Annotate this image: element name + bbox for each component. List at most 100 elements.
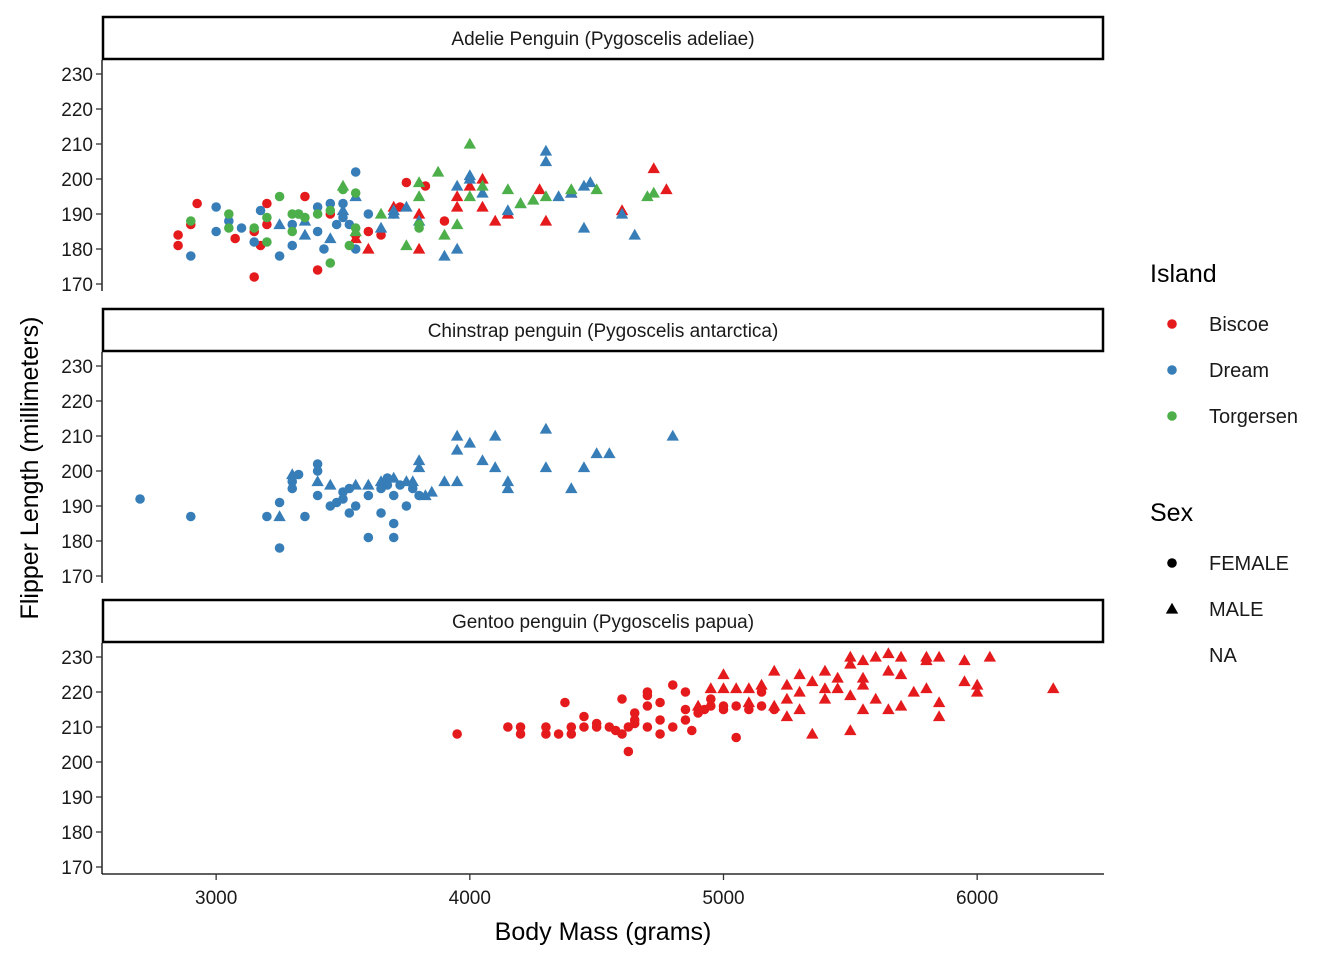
point-biscoe-male bbox=[1047, 682, 1060, 694]
point-dream-male bbox=[476, 454, 489, 466]
point-dream-female bbox=[319, 244, 329, 254]
point-biscoe-female bbox=[439, 216, 450, 226]
point-torgersen-male bbox=[476, 179, 489, 191]
point-biscoe-male bbox=[844, 689, 857, 701]
point-dream-male bbox=[425, 485, 438, 497]
point-torgersen-male bbox=[463, 137, 477, 149]
point-biscoe-female bbox=[706, 694, 716, 704]
y-tick-label: 210 bbox=[61, 135, 93, 156]
point-dream-female bbox=[274, 497, 285, 508]
point-dream-female bbox=[363, 490, 374, 501]
facet-strip-label: Chinstrap penguin (Pygoscelis antarctica… bbox=[428, 321, 779, 342]
point-dream-male bbox=[438, 249, 451, 261]
point-biscoe-female bbox=[541, 722, 551, 732]
point-biscoe-female bbox=[262, 219, 272, 230]
point-biscoe-male bbox=[806, 727, 819, 739]
panels-layer: Adelie Penguin (Pygoscelis adeliae) 170 18… bbox=[61, 15, 1105, 879]
point-dream-female bbox=[376, 508, 386, 518]
point-biscoe-male bbox=[476, 172, 489, 184]
y-tick-label: 210 bbox=[61, 718, 93, 739]
point-torgersen-male bbox=[412, 190, 426, 202]
point-dream-male bbox=[374, 221, 388, 233]
y-tick-label: 180 bbox=[61, 823, 93, 844]
point-torgersen-male bbox=[527, 193, 540, 205]
point-biscoe-male bbox=[450, 200, 464, 212]
point-dream-female bbox=[224, 216, 234, 226]
point-dream-male bbox=[298, 228, 312, 240]
point-torgersen-male bbox=[431, 165, 445, 177]
y-tick-label: 200 bbox=[61, 462, 93, 483]
point-biscoe-male bbox=[844, 657, 857, 669]
point-biscoe-male bbox=[793, 668, 806, 680]
legend-label-female: FEMALE bbox=[1209, 553, 1289, 575]
y-tick-label: 180 bbox=[61, 532, 93, 553]
point-biscoe-female bbox=[731, 732, 741, 743]
point-dream-male bbox=[463, 172, 477, 184]
legend-key-biscoe bbox=[1167, 319, 1177, 329]
point-dream-male bbox=[501, 204, 515, 216]
point-biscoe-female bbox=[655, 715, 665, 725]
point-torgersen-female bbox=[350, 188, 361, 198]
point-dream-male bbox=[336, 204, 350, 216]
point-dream-female bbox=[312, 466, 323, 476]
x-tick-label: 6000 bbox=[956, 888, 998, 909]
point-biscoe-male bbox=[869, 650, 882, 662]
point-biscoe-male bbox=[894, 699, 908, 711]
point-biscoe-male bbox=[704, 682, 718, 694]
point-biscoe-male bbox=[983, 650, 997, 662]
y-axis-title: Flipper Length (millimeters) bbox=[16, 317, 44, 620]
point-dream-female bbox=[312, 459, 323, 469]
point-biscoe-female bbox=[249, 272, 260, 282]
point-dream-male bbox=[539, 155, 553, 167]
point-torgersen-female bbox=[224, 209, 234, 219]
point-biscoe-male bbox=[768, 699, 781, 711]
point-torgersen-male bbox=[438, 228, 451, 240]
point-biscoe-male bbox=[856, 678, 870, 690]
legend-label-dream: Dream bbox=[1209, 360, 1269, 382]
point-dream-male bbox=[501, 482, 515, 494]
point-biscoe-male bbox=[780, 678, 794, 690]
point-torgersen-male bbox=[450, 218, 464, 230]
point-dream-female bbox=[350, 501, 361, 511]
point-biscoe-male bbox=[412, 242, 426, 254]
point-biscoe-male bbox=[488, 214, 502, 226]
point-dream-male bbox=[419, 489, 432, 501]
point-dream-female bbox=[236, 223, 247, 233]
point-torgersen-female bbox=[414, 219, 424, 230]
point-biscoe-female bbox=[452, 729, 462, 739]
point-dream-male bbox=[501, 475, 515, 487]
point-torgersen-male bbox=[374, 207, 388, 219]
y-tick-label: 170 bbox=[61, 275, 93, 296]
point-dream-female bbox=[249, 237, 260, 247]
point-biscoe-male bbox=[660, 183, 673, 195]
point-dream-male bbox=[273, 218, 286, 230]
point-biscoe-female bbox=[642, 722, 653, 732]
point-dream-male bbox=[349, 478, 362, 490]
point-torgersen-male bbox=[647, 186, 660, 198]
point-dream-male bbox=[286, 468, 299, 480]
point-torgersen-female bbox=[224, 223, 234, 233]
y-tick-label: 230 bbox=[61, 648, 93, 669]
point-dream-female bbox=[363, 532, 374, 543]
point-dream-female bbox=[388, 490, 399, 501]
point-biscoe-male bbox=[362, 242, 375, 254]
point-biscoe-male bbox=[793, 703, 806, 715]
point-torgersen-female bbox=[287, 226, 298, 237]
point-torgersen-female bbox=[262, 237, 272, 247]
point-dream-male bbox=[438, 475, 451, 487]
point-dream-female bbox=[300, 511, 310, 522]
data-points bbox=[173, 137, 673, 282]
panel-1: Adelie Penguin (Pygoscelis adeliae) 170 18… bbox=[61, 15, 1105, 296]
point-dream-male bbox=[577, 179, 591, 191]
y-tick-label: 170 bbox=[61, 567, 93, 588]
y-tick-label: 210 bbox=[61, 427, 93, 448]
point-torgersen-female bbox=[300, 212, 310, 223]
point-biscoe-male bbox=[932, 710, 946, 722]
point-dream-male bbox=[476, 186, 489, 198]
point-dream-female bbox=[287, 483, 298, 494]
point-biscoe-female bbox=[515, 729, 526, 739]
point-biscoe-male bbox=[818, 692, 832, 704]
point-biscoe-female bbox=[655, 729, 665, 739]
point-torgersen-male bbox=[514, 197, 527, 209]
